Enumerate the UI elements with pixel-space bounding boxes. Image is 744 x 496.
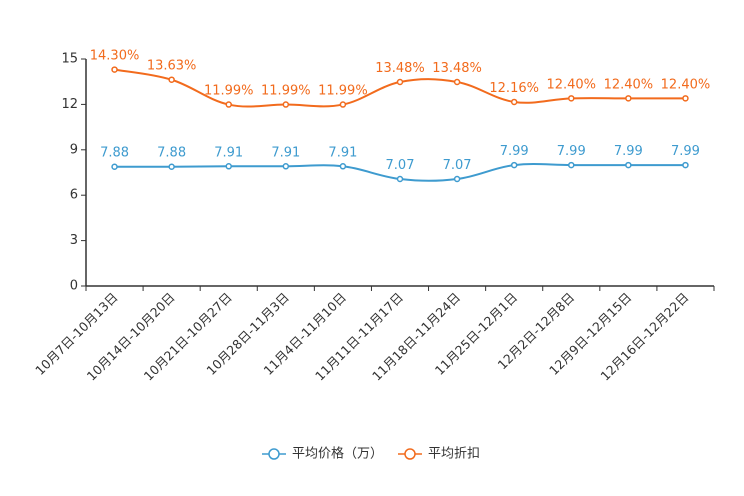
legend-price-marker-icon (268, 448, 280, 460)
y-tick-label: 12 (61, 97, 78, 112)
data-label: 7.07 (443, 158, 472, 173)
data-label: 7.99 (614, 144, 643, 159)
data-point (682, 161, 689, 169)
data-label: 12.16% (489, 81, 539, 96)
legend-discount-marker-icon (404, 448, 416, 460)
y-tick-label: 3 (70, 233, 78, 248)
data-point (510, 161, 518, 169)
data-point (682, 95, 689, 102)
data-label: 11.99% (318, 84, 368, 99)
data-label: 13.48% (375, 61, 425, 76)
y-tick-label: 9 (70, 142, 78, 157)
x-axis-ticks: 10月7日-10月13日 10月14日-10月20日 10月21日-10月27日… (32, 290, 691, 384)
data-label: 7.91 (328, 145, 357, 160)
data-label: 11.99% (204, 84, 254, 99)
legend-item-price[interactable]: 平均价格（万） (262, 446, 383, 462)
data-point (168, 163, 175, 170)
data-label: 14.30% (90, 49, 140, 64)
data-label: 12.40% (546, 77, 596, 92)
data-point (111, 163, 118, 170)
data-point (625, 161, 632, 169)
y-tick-label: 6 (70, 188, 78, 203)
axes (81, 58, 715, 291)
legend-discount-label: 平均折扣 (428, 447, 480, 462)
data-label: 7.91 (271, 145, 300, 160)
legend-price-label: 平均价格（万） (292, 446, 383, 462)
data-label: 7.88 (157, 146, 186, 161)
y-tick-label: 0 (70, 279, 78, 294)
data-point (225, 163, 232, 170)
data-label: 12.40% (661, 77, 711, 92)
data-point (396, 175, 404, 183)
data-point (396, 78, 404, 86)
data-point (339, 163, 347, 170)
data-label: 7.99 (671, 144, 700, 159)
series-discount: 14.30% 13.63% 11.99% 11.99% 11.99% 13.48% 13.4… (90, 49, 711, 108)
data-label: 7.99 (500, 144, 529, 159)
data-point (510, 98, 518, 106)
legend: 平均价格（万） 平均折扣 (262, 446, 480, 462)
data-label: 7.91 (214, 145, 243, 160)
data-label: 13.63% (147, 59, 197, 74)
data-label: 12.40% (604, 77, 654, 92)
data-point (453, 78, 461, 86)
series-price: 7.88 7.88 7.91 7.91 7.91 7.07 7.07 7.99 7.99 7.99… (100, 144, 700, 183)
data-label: 11.99% (261, 84, 311, 99)
data-label: 13.48% (432, 61, 482, 76)
data-point (339, 101, 347, 108)
data-point (282, 101, 290, 108)
data-label: 7.88 (100, 146, 129, 161)
data-point (225, 101, 232, 108)
data-point (111, 66, 118, 73)
data-point (282, 163, 290, 170)
data-point (568, 161, 575, 169)
data-label: 7.07 (386, 158, 415, 173)
y-axis-ticks: 0 3 6 9 12 15 (61, 52, 78, 294)
series-layer: 7.88 7.88 7.91 7.91 7.91 7.07 7.07 7.99 7.99 7.99… (90, 49, 711, 183)
data-label: 7.99 (557, 144, 586, 159)
data-point (168, 76, 175, 83)
data-point (568, 95, 575, 102)
data-point (625, 95, 632, 102)
legend-item-discount[interactable]: 平均折扣 (398, 447, 480, 462)
data-point (453, 175, 461, 183)
y-tick-label: 15 (61, 52, 78, 67)
